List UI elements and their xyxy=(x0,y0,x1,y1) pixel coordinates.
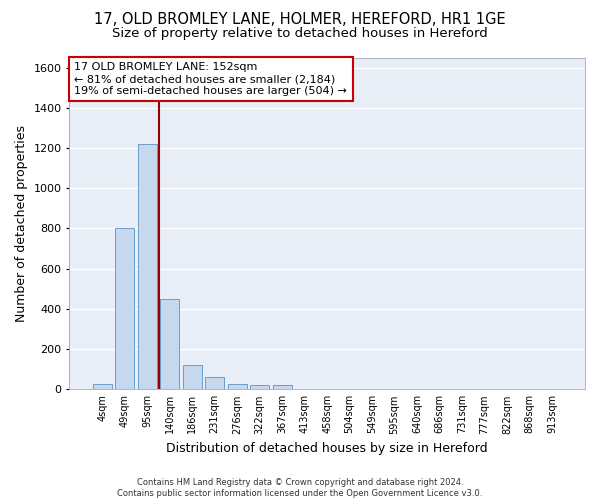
Y-axis label: Number of detached properties: Number of detached properties xyxy=(15,125,28,322)
Bar xyxy=(205,377,224,390)
Text: Contains HM Land Registry data © Crown copyright and database right 2024.
Contai: Contains HM Land Registry data © Crown c… xyxy=(118,478,482,498)
Bar xyxy=(250,386,269,390)
Text: 17 OLD BROMLEY LANE: 152sqm
← 81% of detached houses are smaller (2,184)
19% of : 17 OLD BROMLEY LANE: 152sqm ← 81% of det… xyxy=(74,62,347,96)
Bar xyxy=(93,384,112,390)
Bar xyxy=(138,144,157,390)
Bar xyxy=(227,384,247,390)
Text: 17, OLD BROMLEY LANE, HOLMER, HEREFORD, HR1 1GE: 17, OLD BROMLEY LANE, HOLMER, HEREFORD, … xyxy=(94,12,506,28)
Bar xyxy=(115,228,134,390)
Text: Size of property relative to detached houses in Hereford: Size of property relative to detached ho… xyxy=(112,28,488,40)
Bar xyxy=(272,386,292,390)
Bar xyxy=(160,299,179,390)
X-axis label: Distribution of detached houses by size in Hereford: Distribution of detached houses by size … xyxy=(166,442,488,455)
Bar xyxy=(182,365,202,390)
